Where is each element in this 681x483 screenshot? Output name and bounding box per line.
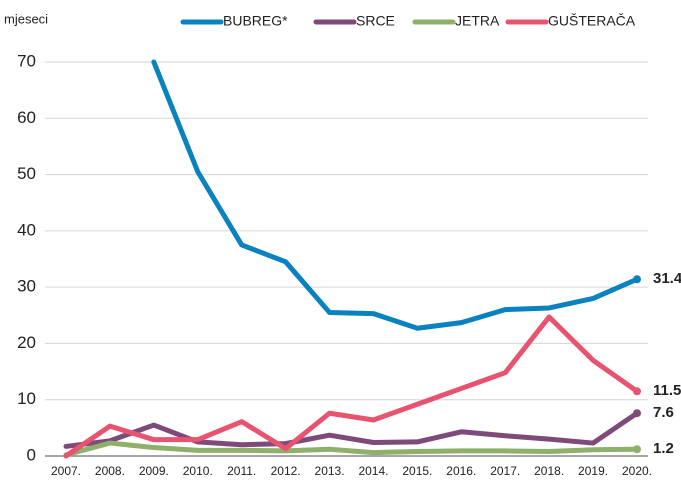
end-label: 1.2 [653, 440, 674, 457]
end-label: 31.4 [653, 270, 681, 287]
x-tick-label: 2011. [227, 464, 256, 478]
y-tick-label: 60 [17, 108, 36, 127]
end-marker [633, 445, 641, 454]
y-tick-label: 0 [27, 445, 36, 464]
end-marker [633, 275, 641, 284]
y-tick-label: 70 [17, 51, 36, 70]
x-tick-label: 2007. [51, 464, 81, 478]
legend-label: BUBREG* [223, 13, 288, 29]
x-tick-label: 2018. [534, 464, 564, 478]
legend-label: JETRA [455, 13, 500, 29]
y-tick-label: 20 [17, 333, 36, 352]
legend-label: SRCE [356, 13, 395, 29]
y-tick-label: 30 [17, 277, 36, 296]
x-tick-label: 2019. [578, 464, 608, 478]
y-tick-label: 40 [17, 220, 36, 239]
series-line [63, 410, 640, 449]
end-marker [633, 387, 641, 396]
y-tick-label: 50 [17, 164, 36, 183]
legend-label: GUŠTERAČA [548, 13, 636, 29]
x-tick-label: 2017. [490, 464, 520, 478]
series-line [63, 440, 640, 458]
series-line [151, 59, 640, 331]
end-label: 11.5 [653, 382, 681, 399]
series-line [63, 314, 640, 459]
x-tick-label: 2013. [315, 464, 345, 478]
x-tick-label: 2020. [622, 464, 652, 478]
x-tick-label: 2016. [446, 464, 476, 478]
y-axis-label: mjeseci [4, 11, 48, 26]
end-marker [633, 409, 641, 418]
end-label: 7.6 [653, 404, 674, 421]
x-tick-label: 2008. [95, 464, 125, 478]
x-tick-label: 2010. [183, 464, 213, 478]
x-tick-label: 2014. [358, 464, 388, 478]
x-tick-label: 2015. [402, 464, 432, 478]
x-tick-label: 2012. [271, 464, 301, 478]
y-tick-label: 10 [17, 389, 36, 408]
x-tick-label: 2009. [139, 464, 169, 478]
